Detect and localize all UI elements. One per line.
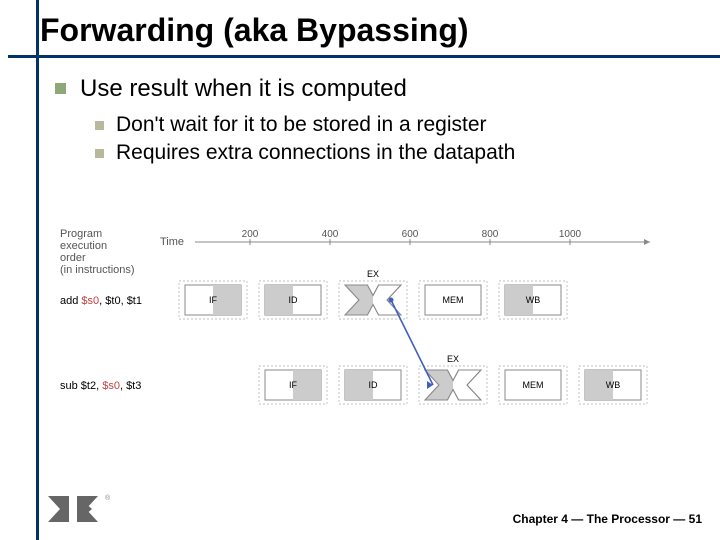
slide: Forwarding (aka Bypassing) Use result wh… xyxy=(0,0,720,540)
pipeline-diagram: Programexecutionorder(in instructions) Ti… xyxy=(60,225,660,455)
slide-title: Forwarding (aka Bypassing) xyxy=(40,12,720,55)
svg-text:sub $t2, $s0, $t3: sub $t2, $s0, $t3 xyxy=(60,380,141,392)
svg-text:MEM: MEM xyxy=(443,295,464,305)
svg-text:EX: EX xyxy=(447,354,459,364)
svg-text:(in instructions): (in instructions) xyxy=(60,264,135,276)
svg-text:600: 600 xyxy=(402,229,419,240)
svg-text:WB: WB xyxy=(606,380,621,390)
svg-text:order: order xyxy=(60,252,86,264)
svg-text:IF: IF xyxy=(289,380,298,390)
svg-text:EX: EX xyxy=(367,269,379,279)
svg-text:1000: 1000 xyxy=(559,229,582,240)
svg-text:MEM: MEM xyxy=(523,380,544,390)
svg-text:800: 800 xyxy=(482,229,499,240)
bullet-lvl2: Don't wait for it to be stored in a regi… xyxy=(95,113,690,137)
svg-text:®: ® xyxy=(105,494,111,502)
svg-text:200: 200 xyxy=(242,229,259,240)
lvl2-text: Don't wait for it to be stored in a regi… xyxy=(116,113,487,137)
bullet-lvl1: Use result when it is computed xyxy=(55,75,690,103)
square-bullet-icon xyxy=(95,121,104,130)
svg-text:Time: Time xyxy=(160,236,184,248)
lvl2-text: Requires extra connections in the datapa… xyxy=(116,141,515,165)
lvl2-group: Don't wait for it to be stored in a regi… xyxy=(55,113,690,165)
content: Use result when it is computed Don't wai… xyxy=(0,55,720,165)
svg-text:400: 400 xyxy=(322,229,339,240)
svg-text:ID: ID xyxy=(289,295,299,305)
title-area: Forwarding (aka Bypassing) xyxy=(0,0,720,55)
square-bullet-icon xyxy=(95,149,104,158)
svg-text:Program: Program xyxy=(60,228,102,240)
svg-text:IF: IF xyxy=(209,295,218,305)
footer-text: Chapter 4 — The Processor — 51 xyxy=(513,512,702,526)
svg-text:execution: execution xyxy=(60,240,107,252)
svg-text:add $s0, $t0, $t1: add $s0, $t0, $t1 xyxy=(60,295,142,307)
bullet-lvl2: Requires extra connections in the datapa… xyxy=(95,141,690,165)
svg-text:ID: ID xyxy=(369,380,379,390)
square-bullet-icon xyxy=(55,83,66,94)
publisher-logo: ® xyxy=(48,490,118,526)
lvl1-text: Use result when it is computed xyxy=(80,75,407,103)
svg-text:WB: WB xyxy=(526,295,541,305)
